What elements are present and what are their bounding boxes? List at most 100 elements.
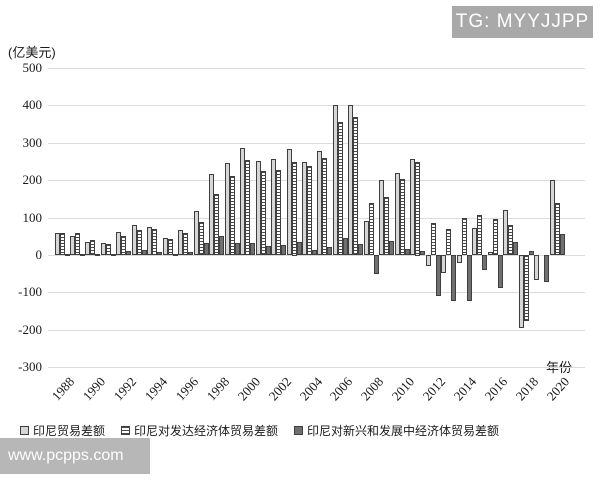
bar-2008-dotted	[369, 203, 374, 255]
bar-2003-dark	[297, 242, 302, 255]
bar-2007-light	[348, 105, 353, 255]
bar-2017-dark	[513, 242, 518, 255]
bar-2013-dotted	[446, 229, 451, 255]
bar-1988-dark	[65, 254, 70, 256]
bar-2019-light	[534, 255, 539, 280]
bar-2013-dark	[451, 255, 456, 301]
bar-2016-dark	[498, 255, 503, 288]
bar-1994-light	[147, 227, 152, 255]
bar-1990-light	[85, 242, 90, 255]
gridline-200	[48, 180, 585, 181]
chart-legend: 印尼贸易差额 印尼对发达经济体贸易差额 印尼对新兴和发展中经济体贸易差额	[20, 422, 499, 439]
bar-2011-dark	[420, 251, 425, 255]
bar-2004-light	[302, 162, 307, 255]
bar-1996-light	[178, 230, 183, 255]
bar-2015-light	[472, 228, 477, 255]
bar-1999-dotted	[230, 176, 235, 255]
bar-1991-light	[101, 243, 106, 255]
bar-1991-dark	[111, 254, 116, 256]
bar-2000-dark	[250, 243, 255, 255]
bar-2009-dotted	[384, 197, 389, 255]
bar-1998-dark	[219, 236, 224, 255]
bar-1998-light	[209, 174, 214, 255]
bar-2015-dotted	[477, 215, 482, 255]
y-tick-200: 200	[22, 172, 43, 187]
bar-2001-light	[256, 161, 261, 255]
bar-2014-dotted	[462, 218, 467, 255]
bar-2001-dark	[266, 246, 271, 255]
y-tick--300: -300	[18, 359, 42, 374]
bar-1992-dark	[126, 251, 131, 255]
bar-2010-light	[395, 173, 400, 255]
bar-2011-dotted	[415, 162, 420, 256]
bar-2010-dark	[405, 249, 410, 255]
bar-2008-light	[364, 221, 369, 255]
y-axis-unit-label: (亿美元)	[8, 45, 56, 60]
bar-2011-light	[410, 159, 415, 255]
bar-2016-dotted	[493, 219, 498, 255]
bar-2013-light	[441, 255, 446, 273]
bar-2007-dark	[358, 244, 363, 255]
bar-2006-light	[333, 105, 338, 255]
bar-1993-dotted	[137, 230, 142, 255]
site-watermark: www.pcpps.com	[0, 438, 150, 474]
bar-2009-dark	[389, 241, 394, 255]
bar-1997-dotted	[199, 222, 204, 255]
bar-2019-dark	[544, 255, 549, 282]
gridline--100	[48, 292, 585, 293]
bar-2005-light	[317, 151, 322, 255]
bar-2010-dotted	[400, 179, 405, 255]
legend-swatch-emerging	[294, 426, 304, 435]
bar-1990-dotted	[90, 240, 95, 255]
gridline-300	[48, 143, 585, 144]
y-tick--200: -200	[18, 322, 42, 337]
bar-1994-dark	[157, 252, 162, 255]
bar-1995-dark	[173, 254, 178, 256]
bar-2003-light	[287, 149, 292, 255]
bar-1995-light	[163, 238, 168, 255]
legend-label-emerging: 印尼对新兴和发展中经济体贸易差额	[307, 424, 500, 438]
legend-item-total: 印尼贸易差额	[20, 422, 105, 439]
bar-1997-light	[194, 211, 199, 255]
bar-2015-dark	[482, 255, 487, 270]
bar-2017-dotted	[508, 225, 513, 255]
y-tick-300: 300	[22, 135, 43, 150]
legend-swatch-developed	[121, 426, 131, 435]
bar-1994-dotted	[152, 229, 157, 255]
bar-1992-light	[116, 232, 121, 255]
bar-2002-dotted	[276, 170, 281, 255]
bar-2002-light	[271, 159, 276, 255]
bar-2014-light	[457, 255, 462, 263]
y-tick-500: 500	[22, 60, 43, 75]
bar-2004-dotted	[307, 166, 312, 255]
y-tick--100: -100	[18, 284, 42, 299]
bar-2005-dark	[327, 247, 332, 255]
bar-2018-dotted	[524, 255, 529, 321]
legend-label-total: 印尼贸易差额	[33, 424, 106, 438]
bar-1997-dark	[204, 243, 209, 255]
bar-2003-dotted	[292, 162, 297, 256]
bar-1993-light	[132, 225, 137, 255]
bar-2020-dotted	[555, 203, 560, 255]
bar-2004-dark	[312, 250, 317, 255]
bar-2000-dotted	[245, 160, 250, 255]
gridline-100	[48, 218, 585, 219]
gridline--200	[48, 330, 585, 331]
bar-2016-light	[488, 252, 493, 255]
bar-2017-light	[503, 210, 508, 255]
y-tick-400: 400	[22, 97, 43, 112]
bar-1998-dotted	[214, 194, 219, 255]
bar-1989-dotted	[75, 233, 80, 255]
gridline--300	[48, 367, 585, 368]
gridline-400	[48, 105, 585, 106]
bar-2012-light	[426, 255, 431, 266]
bar-1995-dotted	[168, 239, 173, 255]
bar-2007-dotted	[353, 117, 358, 255]
bar-1992-dotted	[121, 236, 126, 255]
bar-1999-dark	[235, 243, 240, 255]
bar-1999-light	[225, 163, 230, 255]
legend-swatch-total	[20, 426, 29, 435]
bar-1988-dotted	[60, 233, 65, 255]
bar-1996-dotted	[183, 233, 188, 255]
